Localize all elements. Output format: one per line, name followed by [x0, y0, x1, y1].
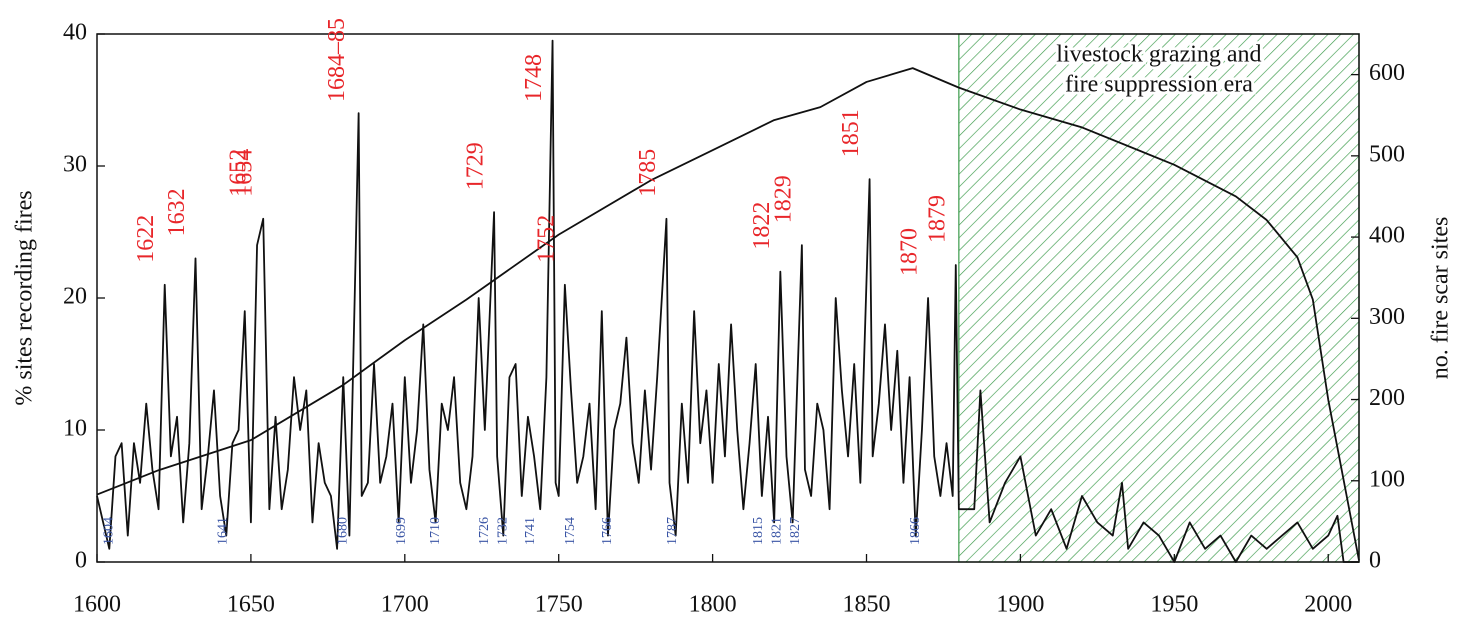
- y2-tick-label: 100: [1369, 466, 1405, 492]
- y2-axis-label: no. fire scar sites: [1428, 217, 1454, 380]
- minor-annotation: 1815: [751, 517, 766, 545]
- minor-annotation: 1766: [600, 517, 615, 545]
- minor-annotation: 1604: [102, 517, 117, 545]
- x-tick-label: 1700: [381, 592, 429, 618]
- minor-annotation: 1641: [215, 517, 230, 545]
- annotation: 1632: [164, 188, 190, 236]
- data-line: [96, 39, 1359, 563]
- data-line: [96, 67, 1360, 561]
- minor-annotation: 1787: [665, 517, 680, 545]
- annotation: 1748: [521, 54, 547, 102]
- minor-annotation: 1726: [477, 517, 492, 545]
- y-tick-label: 40: [63, 20, 87, 46]
- y2-tick-label: 500: [1369, 141, 1405, 167]
- minor-annotation: 1741: [523, 517, 538, 545]
- y-tick-label: 10: [63, 416, 87, 442]
- x-tick-label: 1800: [689, 592, 737, 618]
- y-tick-label: 0: [75, 548, 87, 574]
- annotation: 1622: [133, 215, 159, 263]
- annotation: 1822: [749, 202, 775, 250]
- y-tick-label: 20: [63, 284, 87, 310]
- minor-annotation: 1732: [496, 517, 511, 545]
- annotation: 1829: [770, 175, 796, 223]
- minor-annotation: 1680: [335, 517, 350, 545]
- minor-annotation: 1827: [788, 517, 803, 545]
- annotation: 1785: [635, 149, 661, 197]
- annotation: 1851: [838, 109, 864, 157]
- minor-annotation: 1866: [908, 517, 923, 545]
- y2-tick-label: 400: [1369, 223, 1405, 249]
- annotation: 1729: [463, 142, 489, 190]
- y2-tick-label: 200: [1369, 385, 1405, 411]
- shade-label: livestock grazing and: [1056, 42, 1261, 68]
- x-tick-label: 1650: [227, 592, 275, 618]
- x-tick-label: 1850: [843, 592, 891, 618]
- annotation: 1752: [533, 215, 559, 263]
- annotation: 1879: [924, 195, 950, 243]
- x-tick-label: 1750: [535, 592, 583, 618]
- y2-tick-label: 600: [1369, 60, 1405, 86]
- annotation: 1654: [232, 149, 258, 197]
- y-tick-label: 30: [63, 152, 87, 178]
- y2-tick-label: 300: [1369, 304, 1405, 330]
- shade-label: fire suppression era: [1065, 72, 1253, 98]
- minor-annotation: 1754: [563, 517, 578, 545]
- x-tick-label: 1900: [996, 592, 1044, 618]
- y-axis-label: % sites recording fires: [12, 190, 38, 405]
- x-tick-label: 2000: [1304, 592, 1352, 618]
- y2-tick-label: 0: [1369, 548, 1381, 574]
- annotation: 1684–85: [324, 18, 350, 102]
- shade-region: [958, 33, 1360, 563]
- minor-annotation: 1821: [769, 517, 784, 545]
- x-tick-label: 1600: [73, 592, 121, 618]
- annotation: 1652: [226, 149, 252, 197]
- minor-annotation: 1699: [394, 517, 409, 545]
- annotation: 1870: [897, 228, 923, 276]
- minor-annotation: 1710: [428, 517, 443, 545]
- x-tick-label: 1950: [1150, 592, 1198, 618]
